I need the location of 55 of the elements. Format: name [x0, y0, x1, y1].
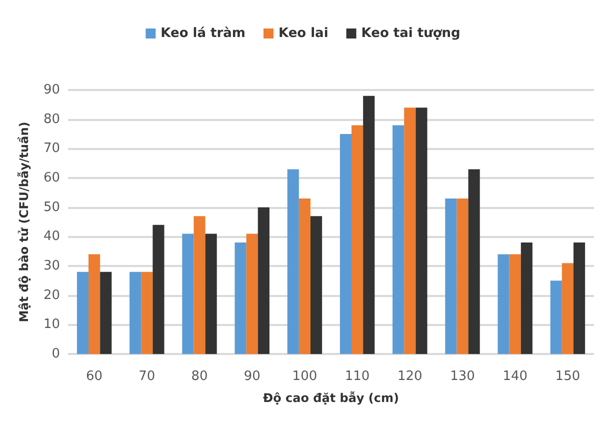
y-axis-title: Mật độ bào tử (CFU/bẫy/tuần)	[17, 122, 31, 322]
bar	[100, 272, 112, 354]
y-tick-label: 30	[43, 258, 60, 274]
bar	[550, 280, 562, 354]
x-tick-label: 140	[502, 369, 528, 384]
bar	[363, 96, 375, 354]
legend-label: Keo lai	[278, 26, 328, 41]
bar	[520, 242, 532, 354]
x-tick-label: 80	[191, 369, 208, 384]
bar	[562, 263, 574, 354]
x-tick-label: 60	[86, 369, 103, 384]
x-axis-title: Độ cao đặt bẫy (cm)	[263, 391, 399, 405]
x-tick-label: 110	[344, 369, 370, 384]
y-tick-label: 90	[43, 82, 60, 98]
bar	[194, 216, 206, 354]
legend-label: Keo tai tượng	[361, 26, 460, 41]
bar	[205, 234, 217, 354]
bar	[234, 242, 246, 354]
x-tick-label: 90	[244, 369, 260, 384]
bar	[287, 169, 299, 354]
bar	[340, 134, 352, 354]
x-tick-label: 130	[450, 369, 475, 384]
bar	[258, 207, 270, 354]
y-tick-label: 60	[43, 170, 60, 186]
bar	[182, 234, 194, 354]
bar	[141, 272, 153, 354]
bar	[76, 272, 89, 354]
y-tick-label: 50	[43, 200, 60, 215]
x-tick-label: 150	[555, 369, 580, 384]
x-tick-label: 100	[292, 369, 318, 384]
x-tick-label: 120	[397, 369, 422, 384]
x-tick-label: 70	[138, 369, 156, 384]
bar	[88, 254, 100, 354]
bar	[509, 254, 521, 354]
bar	[468, 169, 480, 354]
bar	[416, 108, 428, 354]
bar	[152, 224, 164, 354]
bar	[498, 254, 510, 354]
bar	[456, 198, 468, 354]
bar	[352, 125, 364, 354]
bar	[445, 198, 457, 354]
y-tick-label: 10	[43, 317, 60, 332]
y-tick-label: 20	[43, 288, 60, 303]
legend-label: Keo lá tràm	[160, 26, 246, 41]
bar	[404, 108, 416, 354]
bar	[130, 272, 142, 354]
y-tick-label: 70	[43, 141, 60, 156]
bar	[298, 198, 310, 354]
bar	[573, 242, 586, 354]
y-tick-label: 40	[43, 229, 60, 244]
y-tick-label: 0	[52, 346, 60, 362]
bar	[246, 234, 258, 354]
y-tick-label: 80	[43, 112, 60, 127]
bar	[310, 216, 322, 354]
bar	[392, 125, 404, 354]
